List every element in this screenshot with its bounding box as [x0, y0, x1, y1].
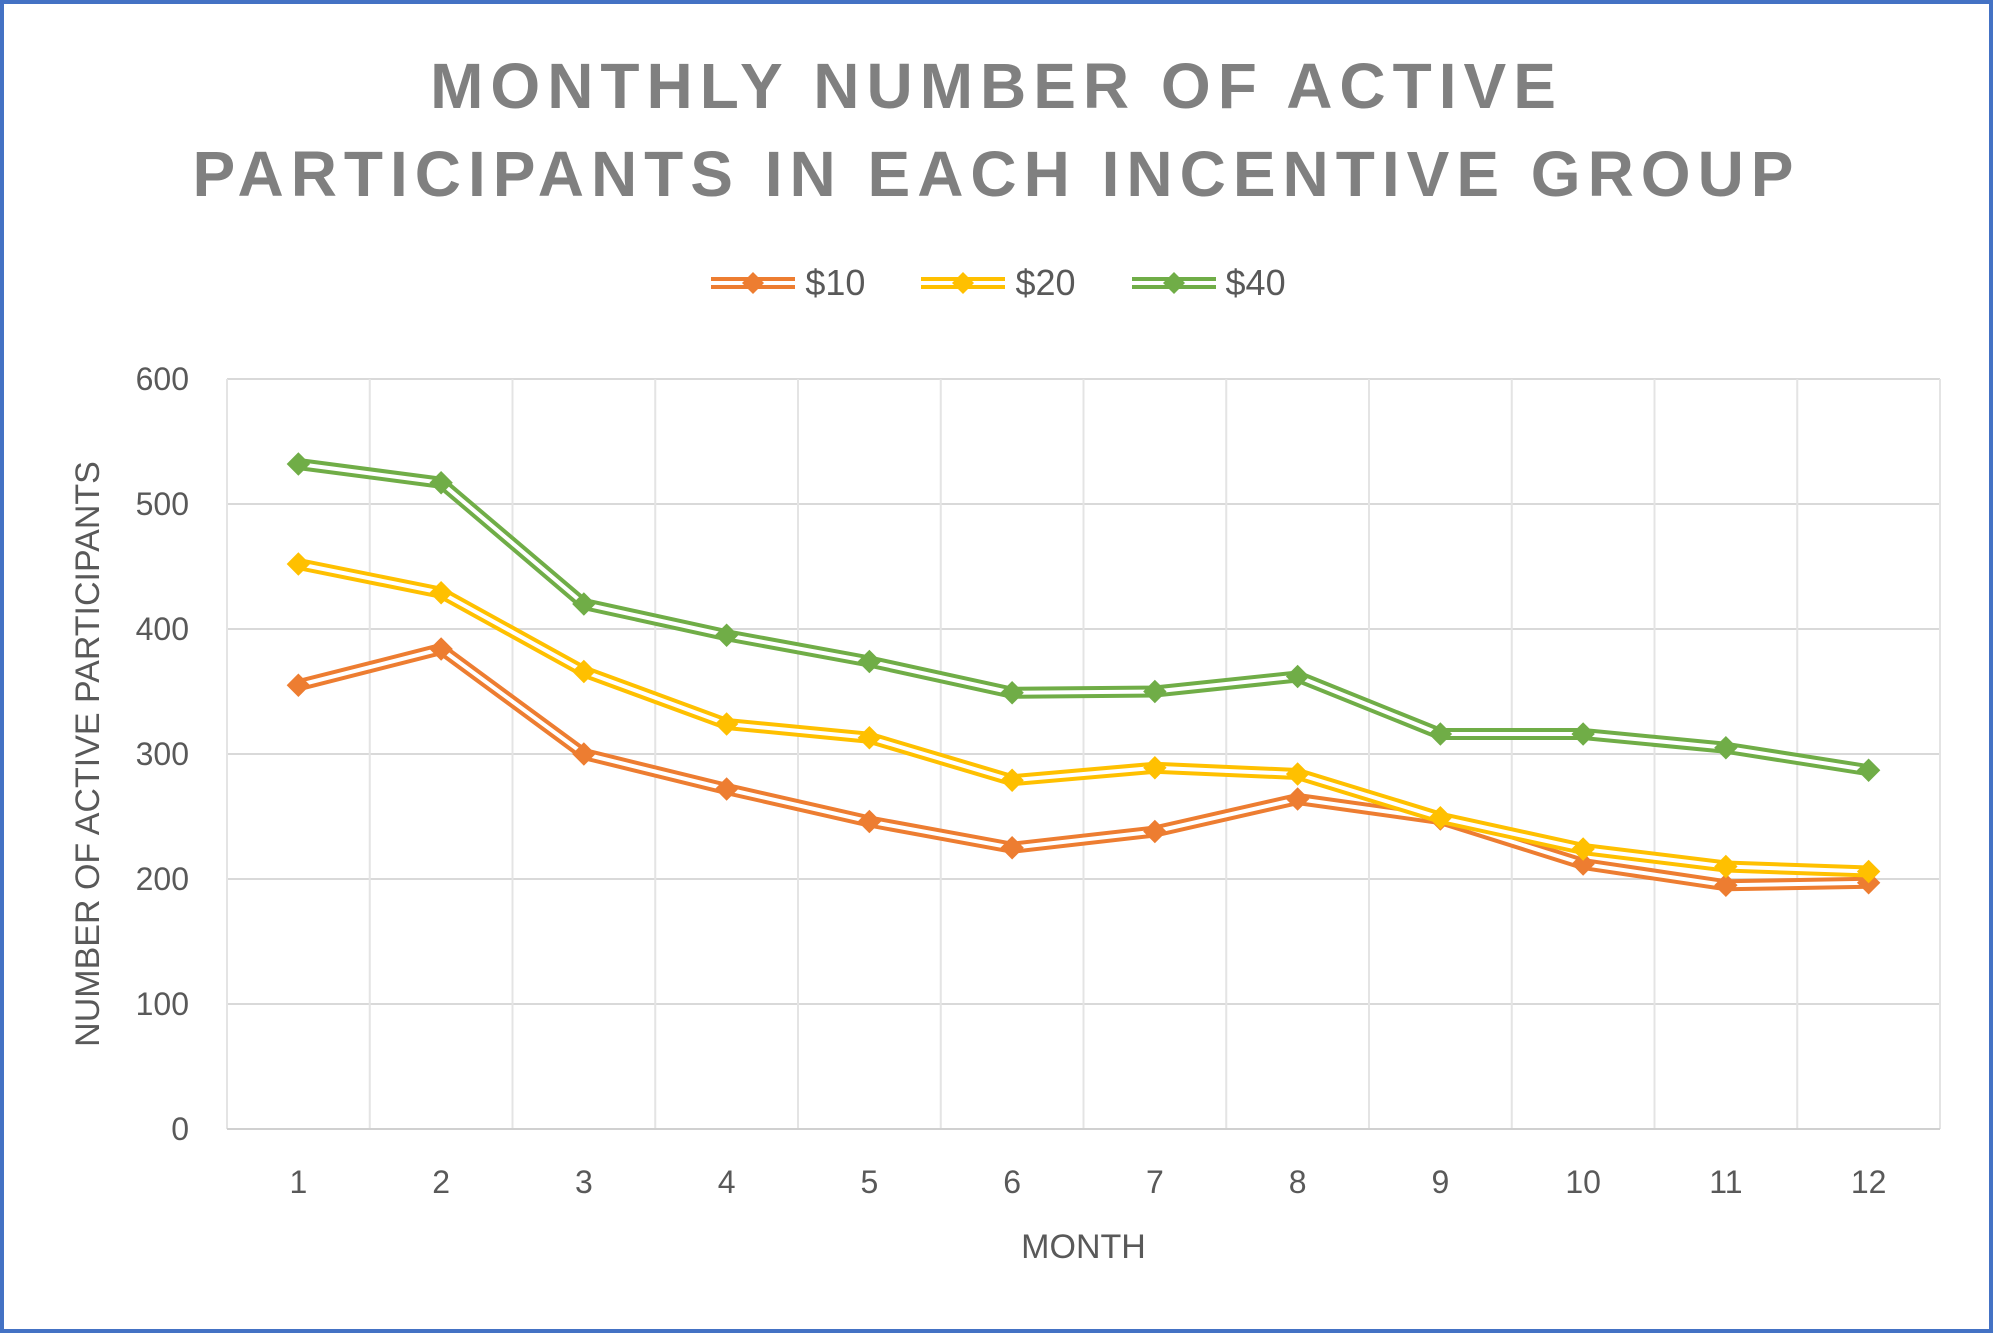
data-point-marker: [1714, 736, 1738, 760]
legend-label: $10: [805, 262, 866, 303]
data-point-marker: [1571, 722, 1595, 746]
x-tick-label: 8: [1289, 1164, 1307, 1200]
data-point-marker: [714, 712, 739, 736]
legend-item: $20: [917, 262, 1076, 304]
data-point-marker: [1571, 852, 1595, 876]
data-point-marker: [572, 592, 596, 616]
data-point-marker: [1143, 756, 1167, 780]
data-point-marker: [1000, 836, 1024, 860]
legend-line-marker-icon: [921, 272, 1006, 294]
data-point-marker: [857, 726, 882, 750]
data-point-marker: [857, 649, 882, 674]
x-tick-label: 12: [1851, 1164, 1887, 1200]
x-axis-title: MONTH: [1021, 1228, 1146, 1266]
data-point-marker: [286, 673, 311, 697]
data-point-marker: [572, 659, 596, 684]
data-point-marker: [572, 742, 596, 766]
series-line-inner: [298, 462, 1869, 773]
x-tick-label: 7: [1146, 1164, 1164, 1200]
data-point-marker: [286, 452, 311, 476]
data-point-marker: [857, 809, 882, 834]
data-point-marker: [1856, 859, 1881, 884]
data-point-marker: [286, 552, 311, 576]
data-point-marker: [429, 581, 453, 605]
data-point-marker: [1285, 664, 1310, 689]
x-tick-label: 1: [289, 1164, 307, 1200]
data-point-marker: [1285, 787, 1310, 811]
legend-label: $40: [1225, 262, 1286, 303]
chart-title: MONTHLY NUMBER OF ACTIVE PARTICIPANTS IN…: [0, 42, 1993, 218]
legend-marker: [1162, 272, 1185, 294]
y-axis-title: NUMBER OF ACTIVE PARTICIPANTS: [69, 461, 107, 1047]
data-point-marker: [1143, 819, 1167, 844]
y-tick-label: 600: [136, 361, 189, 397]
x-tick-label: 6: [1003, 1164, 1021, 1200]
y-tick-label: 200: [136, 861, 189, 897]
y-tick-label: 300: [136, 736, 189, 772]
series-line-inner: [297, 647, 1869, 888]
data-point-marker: [429, 471, 453, 495]
y-tick-label: 0: [171, 1111, 189, 1147]
data-point-marker: [1285, 762, 1310, 786]
data-point-marker: [1714, 854, 1738, 879]
series-line-inner: [297, 562, 1869, 874]
data-point-marker: [1714, 873, 1738, 897]
legend-marker: [952, 272, 975, 294]
data-point-marker: [1000, 681, 1024, 705]
x-tick-label: 9: [1431, 1164, 1449, 1200]
data-point-marker: [1571, 837, 1595, 861]
legend: $10 $20 $40: [0, 262, 1993, 304]
data-point-marker: [429, 637, 453, 661]
legend-item: $10: [707, 262, 865, 304]
series-3: [286, 452, 1881, 782]
data-point-marker: [1428, 806, 1453, 830]
data-point-marker: [1856, 758, 1881, 782]
legend-line-marker-icon: [711, 272, 796, 294]
legend-item: $40: [1128, 262, 1286, 304]
y-tick-label: 500: [136, 486, 189, 522]
x-tick-label: 4: [718, 1164, 736, 1200]
y-tick-label: 400: [136, 611, 189, 647]
y-tick-label: 100: [136, 986, 189, 1022]
data-point-marker: [1000, 768, 1024, 792]
legend-line-marker-icon: [1131, 272, 1216, 294]
x-tick-label: 5: [860, 1164, 878, 1200]
data-point-marker: [1428, 722, 1453, 746]
x-tick-label: 3: [575, 1164, 593, 1200]
legend-label: $20: [1015, 262, 1076, 303]
series-2: [286, 552, 1881, 884]
legend-marker: [742, 272, 765, 294]
x-tick-label: 11: [1709, 1164, 1742, 1200]
data-point-marker: [714, 623, 739, 647]
chart-title-line-1: MONTHLY NUMBER OF ACTIVE: [430, 50, 1563, 122]
data-point-marker: [1143, 679, 1167, 704]
chart-title-line-2: PARTICIPANTS IN EACH INCENTIVE GROUP: [192, 138, 1801, 210]
x-tick-label: 2: [432, 1164, 450, 1200]
data-point-marker: [714, 777, 739, 801]
gridlines: [226, 378, 1941, 1129]
x-tick-label: 10: [1565, 1164, 1601, 1200]
